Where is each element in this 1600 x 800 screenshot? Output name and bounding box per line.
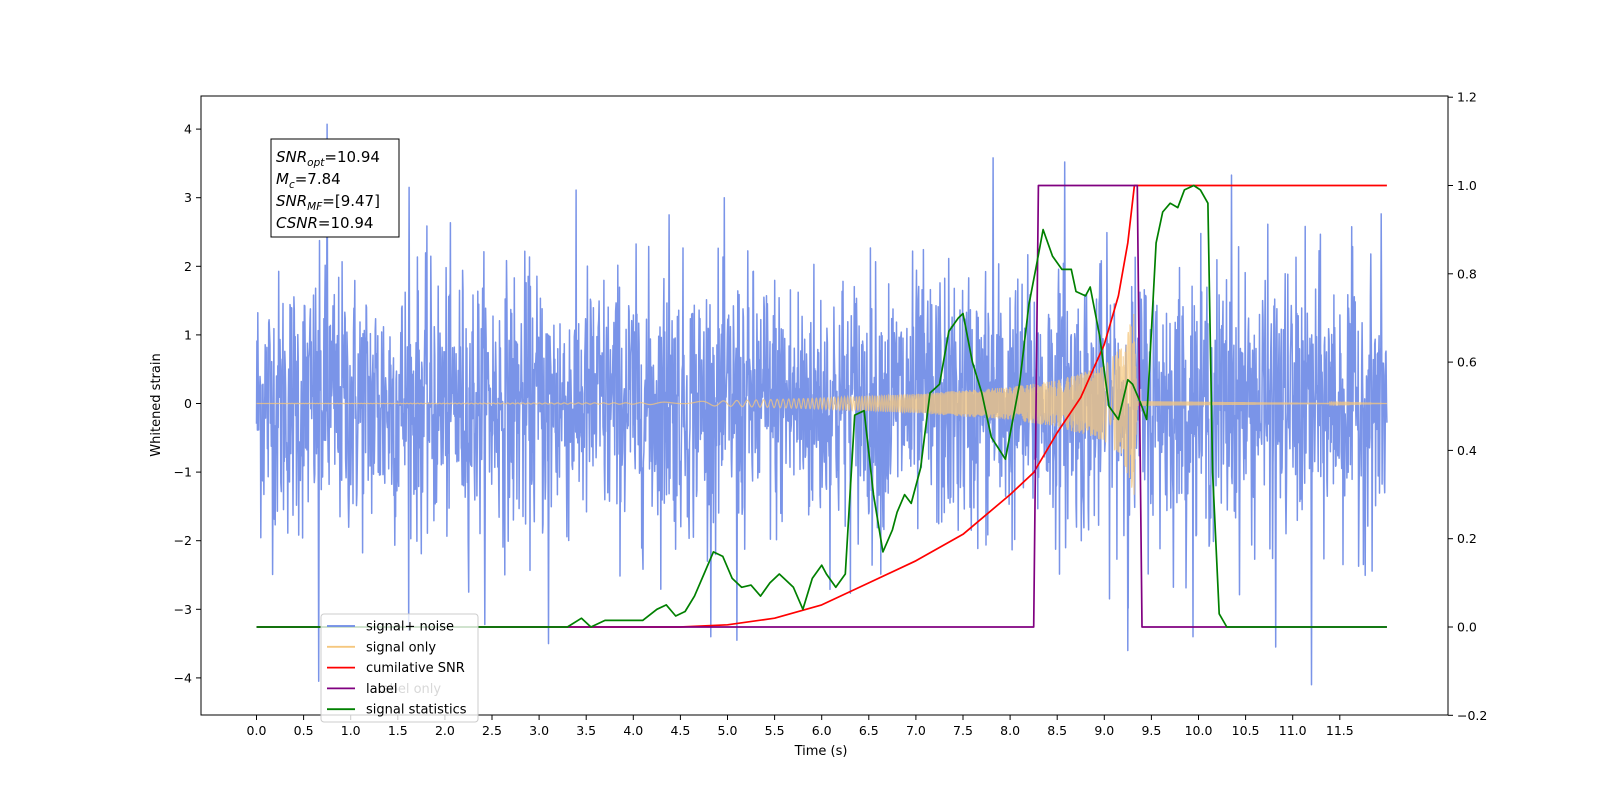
legend-frame [320,613,479,723]
right-y-tick-label: 0.0 [1457,620,1477,635]
x-tick-label: 10.0 [1185,723,1213,738]
series-signal-statistics [256,184,1387,628]
left-y-tick-label: −4 [174,670,192,685]
x-tick-label: 9.0 [1094,723,1114,738]
left-y-tick-label: 0 [184,396,192,411]
annotation-line: SNRMF=[9.47] [276,192,380,213]
annotation-line: Mc=7.84 [276,170,341,191]
x-tick-label: 10.5 [1232,723,1260,738]
x-tick-label: 3.0 [529,723,549,738]
x-tick-label: 7.0 [906,723,926,738]
right-y-tick-label: 0.4 [1457,443,1477,458]
x-tick-label: 8.5 [1047,723,1067,738]
left-y-tick-label: 1 [184,327,192,342]
right-y-tick-label: 1.2 [1457,90,1477,105]
x-tick-label: 1.0 [341,723,361,738]
legend: label only signal+ noise signal only cumila… [320,613,479,723]
x-tick-label: 2.5 [482,723,502,738]
x-tick-label: 0.5 [294,723,314,738]
x-tick-label: 5.5 [765,723,785,738]
legend-label: signal statistics [366,703,467,718]
legend-occluded-label: label only [378,682,441,697]
series-label [256,184,1387,628]
x-tick-label: 1.5 [388,723,408,738]
series-signal-only [256,313,1387,495]
left-y-tick-label: −1 [174,465,192,480]
x-tick-label: 4.0 [623,723,643,738]
x-axis-ticks: 0.0 0.5 1.0 1.5 2.0 2.5 3.0 3.5 4.0 4.5 5.0 5.5 6.0 6… [247,715,1354,738]
left-y-tick-label: −3 [174,602,192,617]
y-axis-label: Whitened strain [149,353,164,456]
right-y-tick-label: 0.8 [1457,266,1477,281]
annotation-box: SNRopt=10.94Mc=7.84SNRMF=[9.47]CSNR=10.9… [270,138,400,238]
series-signal-plus-noise [255,123,1388,686]
annotation-line: CSNR=10.94 [276,214,373,232]
x-tick-label: 0.0 [247,723,267,738]
plot-series [255,123,1388,686]
x-tick-label: 5.0 [718,723,738,738]
x-tick-label: 8.0 [1000,723,1020,738]
legend-label: signal only [366,640,436,655]
x-tick-label: 11.0 [1279,723,1307,738]
right-y-axis-ticks: −0.2 0.0 0.2 0.4 0.6 0.8 1.0 1.2 [1448,90,1487,723]
annotation-line: SNRopt=10.94 [276,148,380,169]
right-y-tick-label: 0.6 [1457,355,1477,370]
left-y-tick-label: 4 [184,122,192,137]
annotation-frame [270,138,400,238]
x-tick-label: 6.0 [812,723,832,738]
x-tick-label: 7.5 [953,723,973,738]
left-y-tick-label: 2 [184,259,192,274]
left-y-axis-ticks: −4 −3 −2 −1 0 1 2 3 4 [174,122,201,685]
legend-label: label [366,682,397,697]
right-y-tick-label: 1.0 [1457,178,1477,193]
x-tick-label: 11.5 [1326,723,1354,738]
x-tick-label: 2.0 [435,723,455,738]
right-y-tick-label: −0.2 [1457,708,1487,723]
legend-label: signal+ noise [366,620,454,635]
x-tick-label: 4.5 [670,723,690,738]
plot-frame [200,95,1449,716]
left-y-tick-label: −2 [174,533,192,548]
x-axis-label: Time (s) [794,744,848,759]
legend-label: cumilative SNR [366,661,465,676]
x-tick-label: 3.5 [576,723,596,738]
x-tick-label: 6.5 [859,723,879,738]
right-y-tick-label: 0.2 [1457,531,1477,546]
left-y-tick-label: 3 [184,190,192,205]
series-cumilative-snr [256,184,1387,628]
x-tick-label: 9.5 [1141,723,1161,738]
